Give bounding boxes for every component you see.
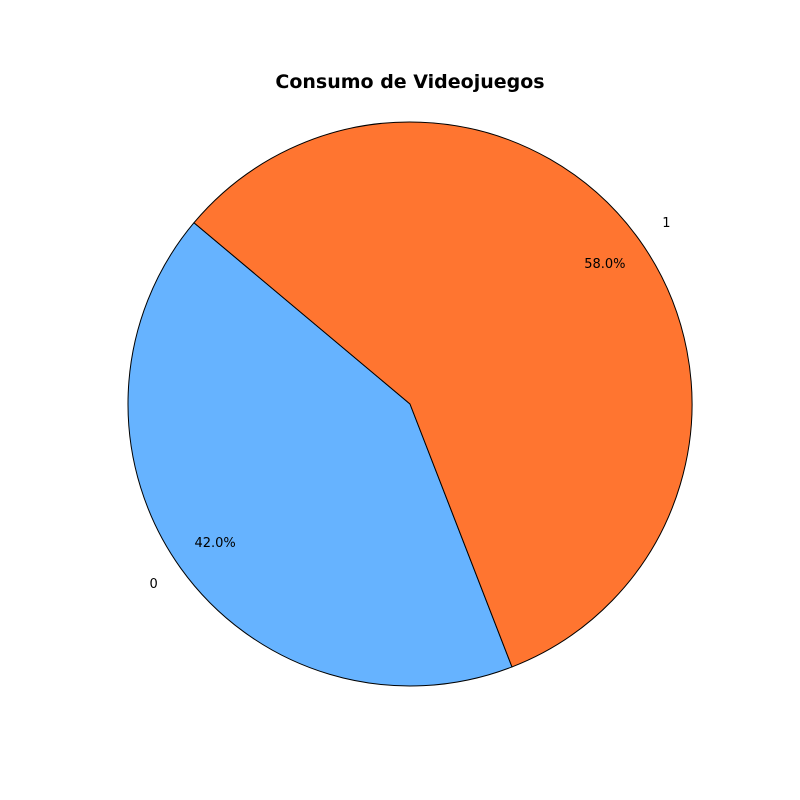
slice-label-1: 1 <box>662 216 670 231</box>
percent-label-1: 58.0% <box>584 257 625 272</box>
pie-slice-1 <box>193 121 693 668</box>
slice-label-0: 0 <box>149 577 157 592</box>
chart-title: Consumo de Videojuegos <box>275 71 544 93</box>
pie-slices <box>127 121 693 687</box>
pie-labels: 0 42.0% 1 58.0% <box>149 216 670 592</box>
pie-slice-0 <box>127 222 513 687</box>
percent-label-0: 42.0% <box>194 536 235 551</box>
